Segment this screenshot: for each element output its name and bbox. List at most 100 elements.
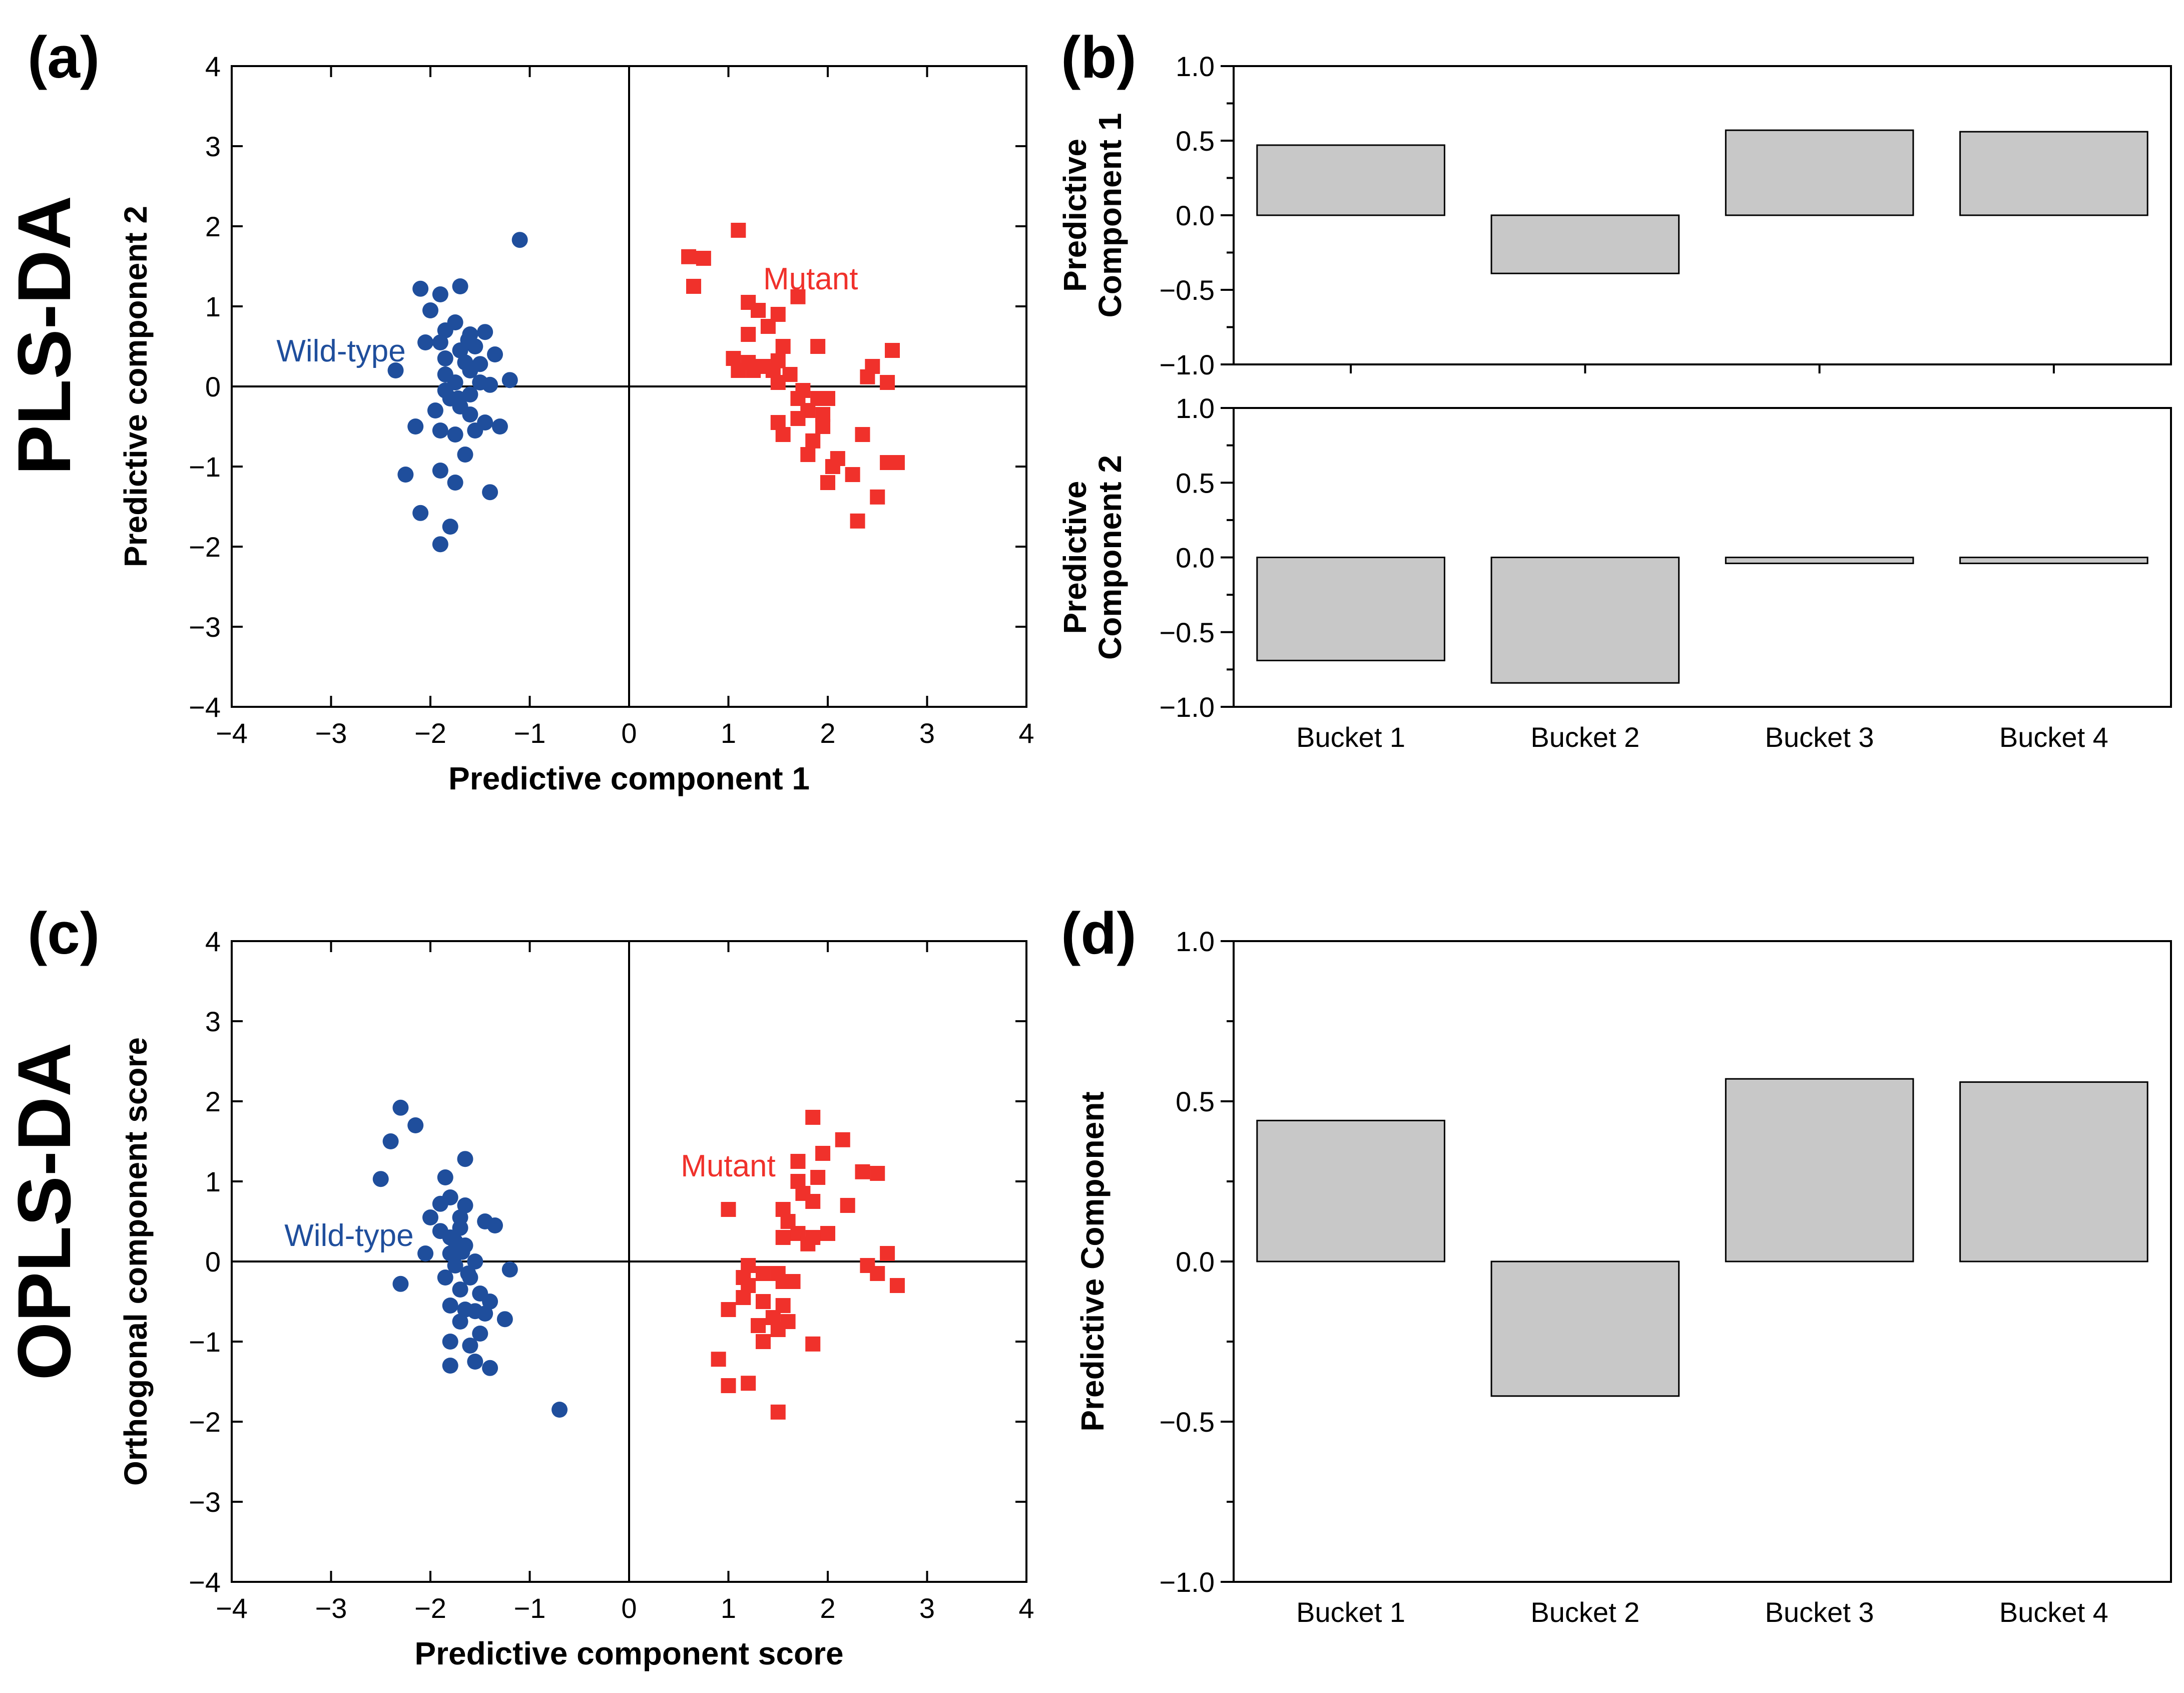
scatter-point-wild-type	[482, 1360, 498, 1376]
scatter-point-mutant	[760, 319, 776, 334]
scatter-point-wild-type	[472, 1326, 488, 1342]
bar-bucket-4	[1959, 557, 2148, 564]
x-category-label: Bucket 2	[1530, 721, 1640, 753]
x-tick-label: 1	[721, 717, 736, 749]
scatter-point-mutant	[820, 1226, 835, 1241]
y-tick-label: −1.0	[1159, 349, 1215, 380]
scatter-chart-opls-da: −4 −3 −2 −1 0 1 2 3 4 −4 −3 −2 −1 0 1 2 3 4 Predictive com…	[118, 926, 1034, 1671]
x-tick-label: 3	[919, 1592, 935, 1624]
scatter-point-mutant	[880, 1246, 895, 1261]
scatter-point-mutant	[855, 427, 870, 442]
scatter-point-wild-type	[437, 382, 453, 398]
bar-bucket-1	[1256, 1119, 1445, 1262]
scatter-point-wild-type	[501, 372, 518, 388]
scatter-point-mutant	[815, 407, 831, 422]
y-axis-title: Component 1	[1092, 113, 1128, 318]
y-tick-label: 0	[205, 371, 221, 402]
scatter-point-wild-type	[432, 334, 448, 350]
scatter-point-mutant	[800, 447, 816, 462]
scatter-point-wild-type	[372, 1171, 389, 1187]
y-tick-label: 0.5	[1176, 1086, 1215, 1117]
scatter-point-wild-type	[477, 1306, 493, 1322]
bar-bucket-2	[1490, 557, 1680, 684]
scatter-point-wild-type	[450, 390, 466, 406]
scatter-point-mutant	[790, 1154, 806, 1169]
scatter-point-mutant	[770, 1404, 786, 1420]
x-category-label: Bucket 1	[1296, 1596, 1405, 1628]
scatter-point-mutant	[860, 369, 875, 384]
x-category-label: Bucket 3	[1765, 1596, 1874, 1628]
scatter-point-wild-type	[442, 1298, 458, 1314]
y-tick-label: −1	[189, 1326, 221, 1358]
scatter-point-wild-type	[552, 1402, 568, 1418]
x-tick-label: 2	[820, 717, 835, 749]
scatter-point-wild-type	[417, 1245, 434, 1261]
scatter-point-mutant	[751, 1318, 766, 1333]
bar-bucket-3	[1725, 129, 1914, 216]
scatter-point-mutant	[696, 251, 711, 266]
y-tick-label: 1.0	[1176, 51, 1215, 82]
scatter-point-wild-type	[482, 484, 498, 501]
y-tick-label: −0.5	[1159, 1406, 1215, 1438]
scatter-point-mutant	[825, 459, 840, 474]
panel-label-c: (c)	[28, 901, 100, 967]
y-tick-label: −4	[189, 1566, 221, 1598]
scatter-point-wild-type	[482, 1294, 498, 1310]
x-tick-label: 0	[621, 717, 637, 749]
scatter-point-wild-type	[412, 505, 429, 521]
scatter-point-mutant	[805, 1230, 821, 1245]
scatter-point-wild-type	[437, 1269, 453, 1286]
scatter-point-mutant	[805, 433, 821, 449]
scatter-point-wild-type	[442, 519, 458, 535]
scatter-point-wild-type	[447, 427, 463, 443]
scatter-point-mutant	[820, 391, 835, 406]
x-category-label: Bucket 1	[1296, 721, 1405, 753]
scatter-point-wild-type	[467, 1354, 483, 1370]
scatter-point-mutant	[810, 1170, 826, 1185]
bar-chart-predictive-component: 1.0 0.5 0.0 −0.5 −1.0 Bucket 1 Bucket 2 Bucket …	[1074, 926, 2172, 1628]
scatter-point-mutant	[770, 375, 786, 390]
y-tick-label: −3	[189, 611, 221, 643]
scatter-point-wild-type	[407, 418, 424, 435]
scatter-point-wild-type	[392, 1099, 409, 1116]
scatter-point-wild-type	[472, 356, 488, 372]
x-tick-label: −4	[216, 717, 248, 749]
scatter-point-mutant	[795, 383, 811, 398]
y-tick-label: −2	[189, 1406, 221, 1438]
scatter-point-wild-type	[491, 418, 508, 435]
scatter-point-wild-type	[412, 280, 429, 297]
x-tick-label: 4	[1018, 717, 1034, 749]
scatter-point-wild-type	[437, 1169, 453, 1185]
y-axis-title: Orthogonal component score	[118, 1037, 154, 1486]
scatter-point-mutant	[755, 1334, 771, 1349]
scatter-point-wild-type	[467, 422, 483, 439]
y-tick-label: 0.0	[1176, 200, 1215, 231]
scatter-point-wild-type	[442, 1334, 458, 1350]
scatter-point-wild-type	[452, 1314, 468, 1330]
scatter-point-mutant	[686, 279, 702, 294]
scatter-point-mutant	[889, 1278, 905, 1293]
x-axis-title: Predictive component 1	[448, 760, 810, 796]
scatter-point-wild-type	[501, 1261, 518, 1278]
scatter-point-wild-type	[432, 1223, 448, 1239]
scatter-point-wild-type	[432, 1195, 448, 1212]
y-tick-label: 1.0	[1176, 392, 1215, 424]
scatter-point-mutant	[681, 249, 697, 264]
scatter-point-wild-type	[382, 1133, 399, 1149]
scatter-point-mutant	[870, 489, 885, 505]
scatter-point-mutant	[741, 1376, 756, 1391]
scatter-point-mutant	[850, 513, 865, 529]
bar-bucket-1	[1256, 144, 1445, 216]
scatter-point-mutant	[731, 223, 746, 238]
x-tick-label: −2	[414, 1592, 446, 1624]
scatter-point-mutant	[805, 1110, 821, 1125]
x-tick-label: −1	[514, 1592, 546, 1624]
scatter-point-wild-type	[422, 1209, 438, 1225]
x-category-label: Bucket 3	[1765, 721, 1874, 753]
scatter-point-mutant	[835, 1132, 850, 1147]
scatter-point-wild-type	[462, 1338, 478, 1354]
x-tick-label: −3	[315, 717, 347, 749]
x-tick-label: −4	[216, 1592, 248, 1624]
scatter-point-wild-type	[392, 1276, 409, 1292]
